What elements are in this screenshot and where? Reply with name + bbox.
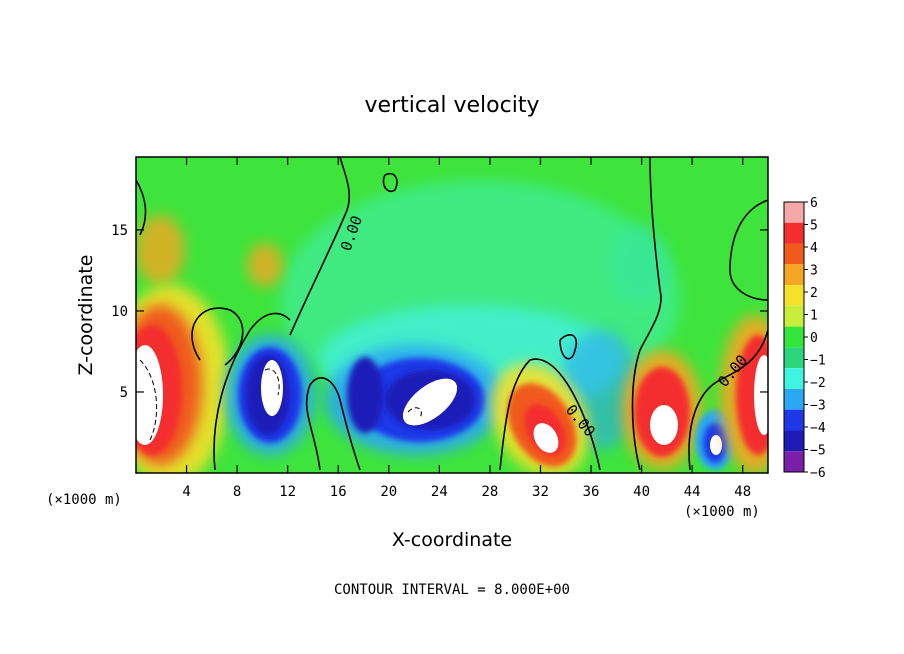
colorbar-tick-label: −5 — [810, 444, 826, 459]
colorbar-tick-label: −3 — [810, 399, 826, 414]
colorbar-swatch — [784, 305, 804, 327]
colorbar-swatch — [784, 409, 804, 431]
x-tick-label: 12 — [279, 484, 296, 500]
x-unit-label: (×1000 m) — [46, 492, 122, 508]
x-tick-label: 16 — [330, 484, 347, 500]
plot-frame — [135, 156, 769, 474]
y-tick-label: 5 — [120, 385, 128, 401]
colorbar-swatch — [784, 264, 804, 286]
colorbar-swatch — [784, 222, 804, 244]
colorbar-swatch — [784, 243, 804, 265]
colorbar: 6 5 4 3 2 1 0 −1 −2 −3 −4 −5 −6 — [783, 196, 826, 481]
x-tick-label: 28 — [481, 484, 498, 500]
colorbar-swatch — [784, 202, 804, 223]
y-tick-label: 10 — [111, 304, 128, 320]
colorbar-swatch — [784, 347, 804, 369]
colorbar-tick-label: −1 — [810, 354, 826, 369]
colorbar-tick-label: 0 — [810, 331, 818, 346]
colorbar-tick-label: 5 — [810, 219, 818, 234]
colorbar-swatch — [784, 285, 804, 306]
colorbar-tick-label: 4 — [810, 241, 818, 256]
x-unit-label-right: (×1000 m) — [684, 504, 760, 520]
colorbar-tick-label: −4 — [810, 421, 826, 436]
colorbar-tick-label: 2 — [810, 286, 818, 301]
contour-interval-footer: CONTOUR INTERVAL = 8.000E+00 — [334, 582, 570, 598]
x-tick-label: 24 — [431, 484, 448, 500]
x-axis: 4 8 12 16 20 24 28 32 36 40 44 48 — [182, 157, 751, 500]
y-tick-label: 15 — [111, 223, 128, 239]
chart-title: vertical velocity — [364, 93, 539, 118]
colorbar-tick-label: −6 — [810, 466, 826, 481]
colorbar-swatch — [784, 451, 804, 472]
x-tick-label: 8 — [233, 484, 241, 500]
y-axis-label: Z-coordinate — [75, 255, 97, 376]
colorbar-swatch — [784, 326, 804, 348]
x-tick-label: 48 — [734, 484, 751, 500]
colorbar-tick-label: 1 — [810, 309, 818, 324]
x-tick-label: 4 — [182, 484, 190, 500]
y-axis: 5 10 15 — [111, 223, 768, 401]
x-tick-label: 32 — [532, 484, 549, 500]
colorbar-swatch — [784, 368, 804, 389]
x-tick-label: 36 — [583, 484, 600, 500]
colorbar-swatch — [784, 430, 804, 452]
colorbar-tick-label: 6 — [810, 196, 818, 211]
x-tick-label: 20 — [380, 484, 397, 500]
x-tick-label: 44 — [684, 484, 701, 500]
colorbar-tick-label: −2 — [810, 376, 826, 391]
velocity-field: 0.00 0.00 0.00 — [136, 157, 768, 473]
colorbar-tick-label: 3 — [810, 264, 818, 279]
x-tick-label: 40 — [633, 484, 650, 500]
colorbar-swatch — [784, 388, 804, 410]
x-axis-label: X-coordinate — [392, 529, 512, 551]
